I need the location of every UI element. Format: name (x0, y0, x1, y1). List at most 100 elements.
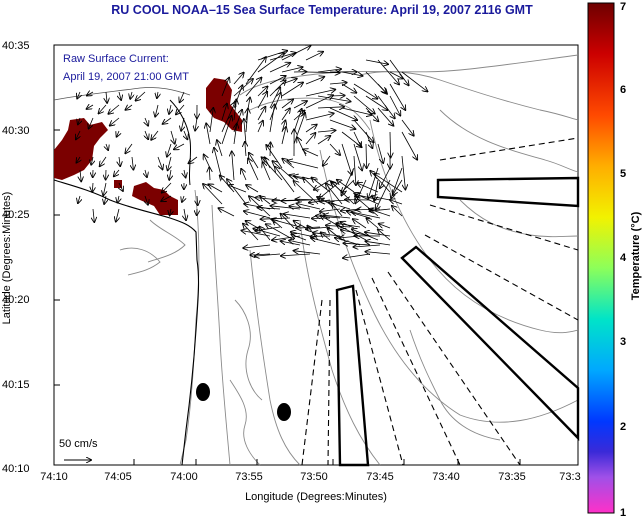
current-vector (234, 124, 237, 145)
current-vector (77, 91, 80, 98)
current-vector (341, 71, 363, 76)
buoy-marker (277, 403, 291, 421)
current-vector (281, 108, 290, 121)
x-tick-label: 74:05 (104, 471, 132, 483)
current-vector (377, 83, 387, 94)
current-vector (291, 232, 311, 237)
current-vector (93, 208, 94, 222)
current-vector (312, 218, 331, 219)
y-tick-label: 40:30 (2, 125, 30, 137)
current-vector (78, 195, 80, 203)
current-vector (269, 63, 290, 73)
current-vector (305, 95, 333, 109)
current-vector (272, 235, 301, 240)
current-vector (329, 119, 355, 129)
current-vector (100, 156, 107, 166)
current-vector (263, 163, 271, 181)
current-vector (275, 167, 295, 193)
current-vector (281, 46, 311, 61)
current-vector (259, 227, 271, 241)
colorbar-tick: 5 (620, 168, 626, 180)
current-vector (78, 117, 80, 124)
current-vector (365, 241, 391, 246)
current-vector (89, 117, 94, 129)
current-vector (80, 169, 81, 181)
current-vector (258, 208, 281, 209)
surface-current-vectors (76, 46, 428, 259)
current-vector (337, 180, 355, 193)
current-vector (336, 223, 361, 228)
current-vector (320, 209, 341, 212)
current-vector (174, 143, 185, 149)
current-vector (352, 212, 381, 219)
current-vector (219, 208, 235, 217)
current-vector (245, 57, 266, 85)
current-vector (312, 178, 331, 193)
current-vector (91, 156, 93, 165)
current-vector (294, 221, 307, 229)
current-vector (270, 143, 271, 157)
current-vector (375, 174, 403, 193)
current-vector (317, 130, 335, 132)
current-vector (221, 78, 229, 97)
current-vector (108, 104, 120, 114)
current-vector (125, 143, 133, 153)
current-vector (353, 119, 374, 142)
current-vector (92, 182, 93, 192)
colorbar-tick: 6 (620, 84, 626, 96)
y-tick-label: 40:15 (2, 379, 30, 391)
colorbar-tick: 1 (620, 507, 626, 518)
current-vector (249, 153, 259, 169)
current-vector (110, 117, 120, 126)
current-vector (227, 179, 247, 205)
current-vector (209, 184, 223, 193)
current-vector (269, 53, 296, 61)
x-axis-label: Longitude (Degrees:Minutes) (245, 491, 387, 503)
current-vector (171, 130, 175, 144)
current-vector (389, 71, 403, 79)
current-vector (266, 145, 283, 169)
current-vector (353, 219, 367, 229)
x-tick-label: 73:35 (498, 471, 526, 483)
current-vector (262, 157, 283, 181)
current-vector (377, 107, 393, 126)
current-vector (305, 52, 323, 61)
current-vector (305, 72, 340, 73)
current-vector (313, 233, 341, 237)
current-vector (145, 130, 148, 139)
current-vector (372, 197, 391, 201)
current-vector (366, 143, 367, 168)
buoy-marker (196, 383, 210, 401)
current-vector (393, 179, 403, 195)
current-vector (229, 185, 247, 193)
current-vector (162, 182, 172, 193)
current-vector (157, 156, 163, 169)
current-vector (377, 143, 383, 163)
current-vector (390, 200, 403, 205)
current-vector (136, 91, 146, 101)
current-vector (119, 91, 121, 100)
current-vector (184, 130, 187, 139)
current-vector (379, 224, 391, 229)
current-vector (281, 127, 286, 145)
current-vector (365, 107, 378, 121)
current-vector (353, 131, 361, 147)
current-vector (130, 91, 132, 99)
current-vector (203, 184, 223, 205)
current-vector (305, 113, 334, 121)
current-vector (161, 195, 172, 201)
current-vector (288, 161, 319, 169)
current-vector (380, 167, 391, 188)
y-tick-label: 40:10 (2, 463, 30, 475)
current-vector (168, 156, 171, 170)
current-vector (341, 107, 371, 115)
current-vector (297, 203, 321, 210)
current-vector (257, 53, 284, 73)
harbor-outline (53, 87, 191, 101)
current-vector (269, 104, 275, 133)
current-vector (329, 143, 340, 155)
current-vector (116, 208, 119, 222)
radar-beams (301, 137, 579, 466)
current-vector (389, 59, 409, 85)
current-vector (353, 143, 362, 170)
